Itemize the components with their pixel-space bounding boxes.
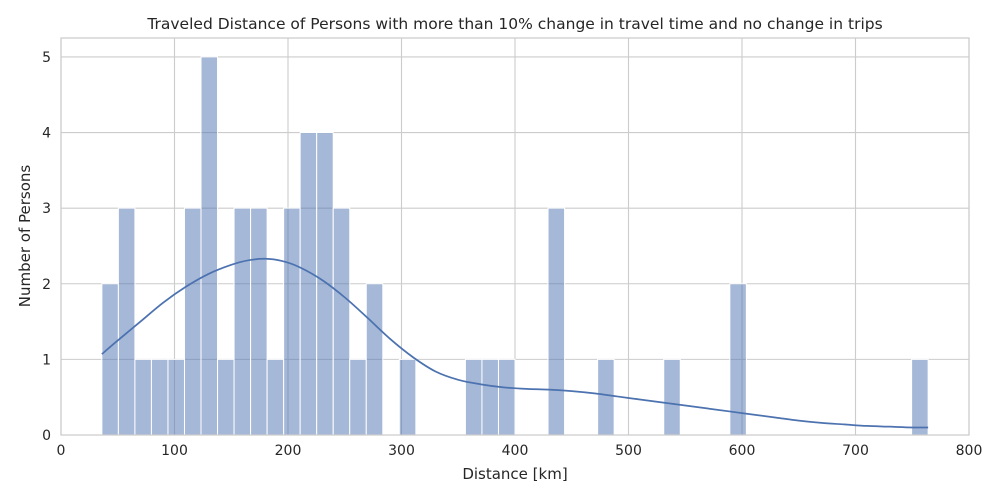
histogram-bar [911,358,929,436]
x-tick-label: 300 [388,443,415,459]
kde-line [101,257,929,429]
histogram-bar [349,358,367,436]
histogram-bar [167,358,185,436]
x-tick-label: 200 [275,443,302,459]
y-tick-labels: 0 1 2 3 4 5 [42,50,51,444]
histogram-bar [332,207,351,436]
histogram-bar [200,56,219,436]
histogram-bar [398,358,417,436]
y-tick-label: 0 [42,428,51,444]
x-tick-label: 400 [502,443,529,459]
histogram-bar [316,132,334,436]
histogram-bar [464,358,483,436]
histogram-bar [547,207,566,436]
x-tick-label: 100 [161,443,188,459]
x-axis-title: Distance [km] [462,465,567,483]
x-tick-label: 0 [57,443,66,459]
y-tick-label: 2 [42,277,51,293]
histogram-bar [299,132,318,436]
x-tick-label: 500 [615,443,642,459]
chart-title: Traveled Distance of Persons with more t… [146,15,882,33]
histogram-bar [250,207,268,436]
histogram-bar [217,358,235,436]
x-tick-label: 700 [842,443,869,459]
x-tick-labels: 0 100 200 300 400 500 600 700 800 [57,443,983,459]
histogram-bar [597,358,615,436]
plot-frame [60,37,970,436]
x-tick-label: 800 [956,443,983,459]
histogram-bar [663,358,681,436]
y-tick-label: 1 [42,352,51,368]
y-axis-title: Number of Persons [16,165,34,308]
histogram-bar [481,358,499,436]
histogram-bar [117,207,136,436]
y-tick-label: 3 [42,201,51,217]
histogram-bar [183,207,202,436]
histogram-bar [233,207,252,436]
histogram-bar [134,358,152,436]
y-tick-label: 4 [42,126,51,142]
histogram-bar [266,358,285,436]
x-tick-label: 600 [729,443,756,459]
histogram-bar [101,283,119,436]
y-tick-label: 5 [42,50,51,66]
histogram-bar [365,283,384,436]
histogram-bar [497,358,516,436]
histogram-bar [283,207,301,436]
histogram-bar [150,358,169,436]
